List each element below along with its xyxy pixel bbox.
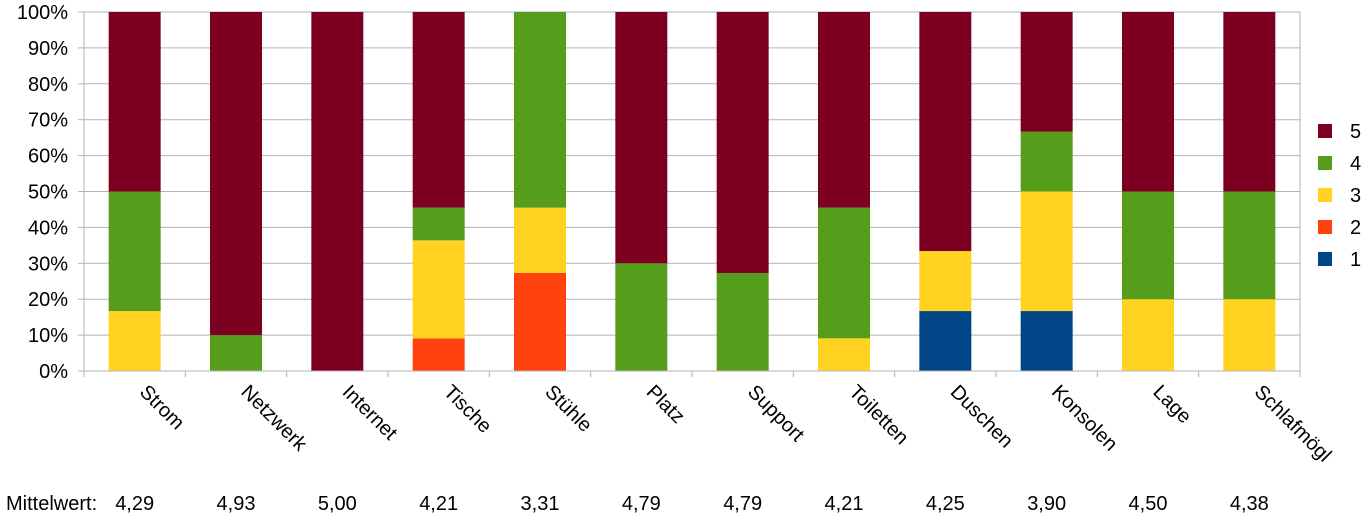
axes	[78, 11, 1301, 377]
bar-schlafmögl-rating-4	[1223, 191, 1276, 300]
mean-value: 4,25	[926, 493, 965, 515]
mean-row: 4,29 4,93 5,00 4,21 3,31 4,79 4,79 4,21 4,25 3,90…	[6, 493, 1269, 515]
legend-swatch-3	[1318, 188, 1332, 202]
bar-stühle-rating-2	[514, 272, 566, 371]
x-category-label: Tische	[439, 381, 496, 438]
bar-tische-rating-4	[412, 207, 465, 241]
bar-lage-rating-4	[1122, 191, 1174, 300]
bar-schlafmögl-rating-5	[1223, 12, 1276, 192]
y-tick-label: 80%	[28, 74, 68, 96]
mean-row-label: Mittelwert:	[6, 493, 97, 515]
mean-value: 4,21	[825, 493, 864, 515]
bar-strom-rating-4	[108, 191, 161, 312]
bar-toiletten-rating-5	[818, 12, 870, 208]
x-category-label: Lage	[1148, 381, 1195, 428]
bar-support-rating-5	[716, 12, 769, 273]
bar-duschen-rating-1	[919, 311, 972, 371]
y-tick-label: 60%	[28, 146, 68, 168]
y-tick-label: 0%	[39, 361, 68, 383]
x-category-label: Duschen	[946, 381, 1017, 452]
x-category-label: Internet	[338, 381, 402, 445]
y-tick-label: 30%	[28, 253, 68, 275]
mean-value: 4,79	[622, 493, 661, 515]
mean-value: 5,00	[318, 493, 357, 515]
y-axis-ticks: 0% 10% 20% 30% 40% 50% 60% 70% 80% 90% 100%	[17, 2, 68, 383]
mean-value: 4,21	[419, 493, 458, 515]
y-tick-label: 20%	[28, 289, 68, 311]
bar-stühle-rating-4	[514, 12, 566, 208]
x-category-label: Toiletten	[844, 381, 912, 449]
legend-swatch-5	[1318, 124, 1332, 138]
bar-tische-rating-2	[412, 338, 465, 371]
legend-label-5: 5	[1350, 121, 1361, 143]
mean-value: 3,31	[521, 493, 560, 515]
y-tick-label: 10%	[28, 325, 68, 347]
bar-toiletten-rating-4	[818, 207, 870, 339]
bar-konsolen-rating-1	[1020, 311, 1073, 371]
bar-platz-rating-5	[615, 12, 668, 264]
bar-strom-rating-5	[108, 12, 161, 192]
x-category-label: Platz	[642, 381, 689, 428]
mean-value: 4,29	[115, 493, 154, 515]
y-tick-label: 90%	[28, 38, 68, 60]
x-axis-categories: Strom Netzwerk Internet Tische Stühle Platz Su…	[135, 381, 1335, 467]
x-category-label: Strom	[135, 381, 188, 434]
x-category-label: Schlafmögl	[1250, 381, 1336, 467]
bars	[108, 12, 1276, 371]
x-category-label: Support	[743, 381, 808, 446]
bar-duschen-rating-3	[919, 251, 972, 312]
mean-value: 3,90	[1027, 493, 1066, 515]
mean-value: 4,79	[723, 493, 762, 515]
bar-konsolen-rating-3	[1020, 191, 1073, 312]
bar-schlafmögl-rating-3	[1223, 299, 1276, 371]
x-category-label: Konsolen	[1047, 381, 1122, 456]
bar-stühle-rating-3	[514, 207, 566, 273]
legend-label-4: 4	[1350, 153, 1361, 175]
bar-platz-rating-4	[615, 263, 668, 371]
x-category-label: Netzwerk	[236, 381, 311, 456]
mean-value: 4,50	[1129, 493, 1168, 515]
bar-toiletten-rating-3	[818, 338, 870, 371]
mean-value: 4,93	[217, 493, 256, 515]
bar-konsolen-rating-4	[1020, 131, 1073, 192]
legend-label-3: 3	[1350, 185, 1361, 207]
bar-lage-rating-5	[1122, 12, 1174, 192]
legend: 5 4 3 2 1	[1318, 121, 1361, 271]
legend-label-2: 2	[1350, 217, 1361, 239]
bar-netzwerk-rating-4	[210, 335, 262, 371]
bar-duschen-rating-5	[919, 12, 972, 252]
bar-lage-rating-3	[1122, 299, 1174, 371]
y-tick-label: 40%	[28, 217, 68, 239]
bar-netzwerk-rating-5	[210, 12, 262, 336]
legend-swatch-1	[1318, 252, 1332, 266]
bar-strom-rating-3	[108, 311, 161, 371]
bar-support-rating-4	[716, 272, 769, 371]
legend-swatch-2	[1318, 220, 1332, 234]
y-tick-label: 70%	[28, 110, 68, 132]
x-category-label: Stühle	[540, 381, 596, 437]
legend-label-1: 1	[1350, 249, 1361, 271]
y-tick-label: 100%	[17, 2, 68, 24]
bar-tische-rating-3	[412, 240, 465, 339]
bar-internet-rating-5	[311, 12, 364, 371]
mean-value: 4,38	[1230, 493, 1269, 515]
legend-swatch-4	[1318, 156, 1332, 170]
bar-tische-rating-5	[412, 12, 465, 208]
bar-konsolen-rating-5	[1020, 12, 1073, 132]
gridlines	[84, 11, 1300, 372]
y-tick-label: 50%	[28, 182, 68, 204]
